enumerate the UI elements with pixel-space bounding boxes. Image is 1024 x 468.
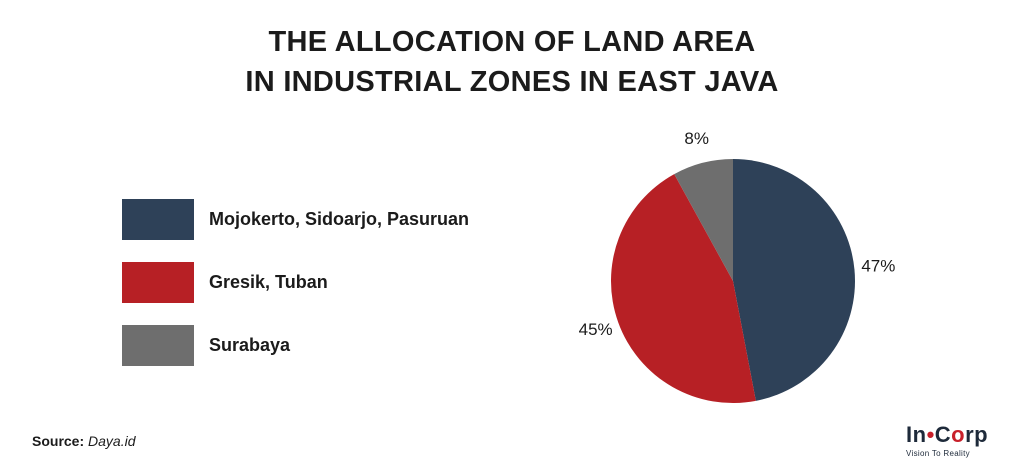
pie-value-label: 47%	[861, 257, 895, 276]
chart-title-line-1: THE ALLOCATION OF LAND AREA	[268, 26, 756, 58]
pie-value-label: 8%	[684, 129, 709, 148]
logo-part-3: rp	[965, 422, 989, 447]
logo-o: o	[951, 422, 966, 447]
pie-slice-mojokerto-sidoarjo-pasuruan	[733, 159, 855, 401]
legend-item-gresik-tuban: Gresik, Tuban	[122, 262, 469, 303]
source-label: Source:	[32, 433, 85, 449]
logo-part-2: C	[934, 422, 952, 447]
chart-title: THE ALLOCATION OF LAND AREA IN INDUSTRIA…	[0, 22, 1024, 102]
legend-swatch	[122, 262, 194, 303]
logo-dot: •	[926, 422, 935, 447]
legend-label: Surabaya	[209, 335, 291, 355]
legend-label: Mojokerto, Sidoarjo, Pasuruan	[209, 209, 470, 229]
logo-wordmark: In•Corp	[906, 424, 1006, 446]
logo-part-1: In	[906, 422, 927, 447]
incorp-logo: In•Corp Vision To Reality	[906, 424, 1006, 459]
source-note: Source: Daya.id	[32, 433, 135, 449]
legend-swatch	[122, 199, 194, 240]
legend-label: Gresik, Tuban	[209, 272, 328, 292]
pie-slice-gresik-tuban	[611, 174, 756, 403]
legend-item-surabaya: Surabaya	[122, 325, 469, 366]
pie-slice-surabaya	[674, 159, 733, 281]
pie-value-label: 45%	[579, 320, 613, 339]
source-value: Daya.id	[88, 433, 136, 449]
chart-title-line-2: IN INDUSTRIAL ZONES IN EAST JAVA	[245, 66, 779, 98]
legend: Mojokerto, Sidoarjo, Pasuruan Gresik, Tu…	[122, 199, 469, 388]
legend-swatch	[122, 325, 194, 366]
logo-tagline: Vision To Reality	[906, 449, 970, 458]
pie-chart: 47% 45% 8%	[579, 129, 895, 403]
legend-item-mojokerto-sidoarjo-pasuruan: Mojokerto, Sidoarjo, Pasuruan	[122, 199, 469, 240]
